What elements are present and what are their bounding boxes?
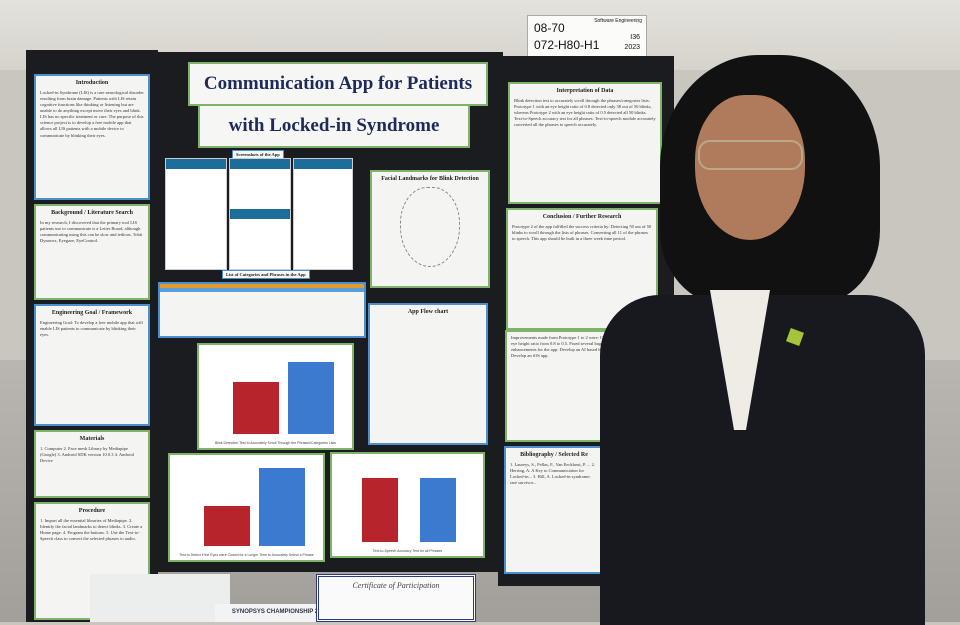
booth-category: Software Engineering <box>594 18 642 24</box>
chart-caption: Text-to-Speech Accuracy Test for all Phr… <box>372 549 443 553</box>
face <box>695 95 805 240</box>
engineering-goal-section: Engineering Goal / Framework Engineering … <box>34 304 150 426</box>
heading: Interpretation of Data <box>556 88 614 94</box>
booth-code: I36 <box>630 34 640 41</box>
body-text: 1. Computer 2. Face mesh Library by Medi… <box>40 446 134 464</box>
chart-caption: Blink Detection Test to Accurately Scrol… <box>214 441 337 445</box>
interpretation-section: Interpretation of Data Blink detection te… <box>508 82 662 204</box>
booth-card: Software Engineering 08-70 072-H80-H1 I3… <box>527 15 647 57</box>
bar-prototype-1 <box>362 478 399 542</box>
body-text: Engineering Goal: To develop a free mobi… <box>40 320 143 338</box>
body-text: Blink detection test to accurately scrol… <box>514 98 656 128</box>
heading: Procedure <box>78 508 106 514</box>
facial-landmarks-figure: Facial Landmarks for Blink Detection <box>370 170 490 288</box>
chart-eye-closed-selection: Test to Detect if the Eyes were Closed f… <box>168 453 325 562</box>
bar-prototype-2 <box>258 468 305 546</box>
participation-certificate: Certificate of Participation <box>316 574 476 622</box>
black-blazer <box>600 295 925 625</box>
poster-title-line1: Communication App for Patients <box>188 62 488 106</box>
app-screenshot-home <box>165 158 227 270</box>
booth-number: 08-70 <box>534 21 565 35</box>
poster-title-line2: with Locked-in Syndrome <box>198 104 470 148</box>
face-mesh-diagram <box>400 187 460 268</box>
heading: Facial Landmarks for Blink Detection <box>381 176 479 182</box>
booth-year: 2023 <box>624 44 640 51</box>
glasses <box>698 140 803 170</box>
chart-blink-detection: Blink Detection Test to Accurately Scrol… <box>197 343 354 450</box>
body-text: In my research, I discovered that the pr… <box>40 220 143 244</box>
heading: Materials <box>79 436 105 442</box>
materials-section: Materials 1. Computer 2. Face mesh Librar… <box>34 430 150 498</box>
handout-sheet <box>90 574 230 622</box>
heading: App Flow chart <box>407 309 449 315</box>
student-presenter <box>600 55 930 625</box>
bar-prototype-2 <box>419 478 456 542</box>
bibliography-section: Bibliography / Selected Re 1. Laureys, S.… <box>504 446 604 574</box>
bar-prototype-1 <box>232 382 279 434</box>
heading: Engineering Goal / Framework <box>51 310 133 316</box>
categories-table <box>158 282 366 338</box>
categories-label: List of Categories and Phrases in the Ap… <box>222 270 310 279</box>
background-section: Background / Literature Search In my rese… <box>34 204 150 300</box>
heading: Conclusion / Further Research <box>542 214 622 220</box>
chart-tts-accuracy: Text-to-Speech Accuracy Test for all Phr… <box>330 452 485 558</box>
booth-id: 072-H80-H1 <box>534 38 600 52</box>
introduction-section: Introduction Locked-in Syndrome (LIS) is … <box>34 74 150 200</box>
heading: Bibliography / Selected Re <box>520 452 588 458</box>
bar-prototype-2 <box>287 362 334 434</box>
app-screenshot-phrases <box>229 158 291 270</box>
bar-prototype-1 <box>203 506 250 546</box>
body-text: 1. Import all the essential libraries of… <box>40 518 143 542</box>
heading: Introduction <box>75 80 109 86</box>
heading: Background / Literature Search <box>51 210 133 216</box>
body-text: Prototype 2 of the app fulfilled the suc… <box>512 224 652 242</box>
app-screenshot-feelings <box>293 158 353 270</box>
body-text: Locked-in Syndrome (LIS) is a rare neuro… <box>40 90 144 138</box>
chart-caption: Test to Detect if the Eyes were Closed f… <box>179 553 314 557</box>
championship-banner: SYNOPSYS CHAMPIONSHIP 2023 <box>215 604 345 622</box>
body-text: Improvements made from Prototype 1 to 2 … <box>511 335 625 359</box>
body-text: 1. Laureys, S., Pellas, F., Van Eeckhout… <box>510 462 596 486</box>
app-flowchart: App Flow chart <box>368 303 488 445</box>
